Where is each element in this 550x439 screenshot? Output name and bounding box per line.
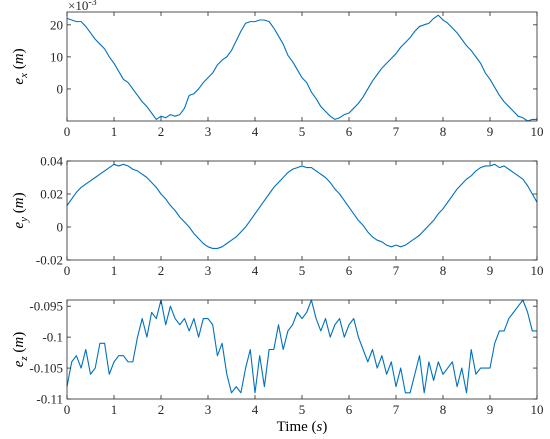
x-tick-label: 1 [111,402,118,417]
x-tick-label: 2 [158,124,165,139]
y-tick-label: 20 [50,17,63,32]
series-line-0-0 [66,14,537,122]
x-tick-label: 6 [346,124,353,139]
x-tick-label: 6 [346,263,353,278]
x-tick-label: 4 [252,402,259,417]
y-tick-label: 0.02 [40,187,63,202]
x-tick-label: 4 [252,263,259,278]
panel-ez: 0 1 2 3 4 5 6 7 8 9 10 -0.11 -0.105 -0.1 -0.095 ez (m) T… [11,299,544,435]
y-tick-label: 0 [57,220,64,235]
x-tick-label: 9 [487,124,494,139]
x-axis-label: Time (s) [277,419,328,435]
x-tick-label: 5 [299,124,306,139]
y-tick-label: -0.02 [36,253,63,268]
x-tick-label: 8 [440,402,447,417]
x-tick-label: 5 [299,263,306,278]
y-tick-label: -0.095 [29,299,63,314]
x-tick-label: 1 [111,124,118,139]
x-tick-label: 7 [393,124,400,139]
x-tick-label: 2 [158,263,165,278]
y-tick-label: -0.11 [36,392,63,407]
x-tick-label: 10 [531,124,544,139]
y-axis-label: ey (m) [11,192,30,228]
plot-frame [66,299,538,400]
x-tick-label: 7 [393,263,400,278]
plot-frame [66,11,538,122]
series-line-1-0 [66,163,538,249]
y-tick-label: 0.04 [40,154,63,169]
x-tick-label: 0 [64,402,71,417]
x-tick-label: 4 [252,124,259,139]
y-exponent: ×10-3 [68,0,97,13]
x-tick-label: 0 [64,263,71,278]
y-axis-label: ex (m) [11,48,30,84]
x-tick-label: 0 [64,124,71,139]
x-tick-label: 5 [299,402,306,417]
x-tick-label: 6 [346,402,353,417]
x-tick-label: 3 [205,263,212,278]
x-tick-label: 9 [487,402,494,417]
x-tick-label: 8 [440,124,447,139]
x-tick-label: 10 [531,263,544,278]
x-tick-label: 1 [111,263,118,278]
x-tick-label: 3 [205,402,212,417]
x-tick-label: 3 [205,124,212,139]
y-tick-label: 10 [50,49,63,64]
panel-ex: 0 1 2 3 4 5 6 7 8 9 10 0 10 20 ×10-3 ex (m) [11,0,544,139]
plot-frame [66,160,538,261]
series-line-2-0 [66,299,537,394]
x-tick-label: 9 [487,263,494,278]
x-tick-label: 8 [440,263,447,278]
x-tick-label: 7 [393,402,400,417]
y-tick-label: -0.105 [29,361,63,376]
y-axis-label: ez (m) [11,332,30,368]
y-tick-label: 0 [57,81,64,96]
y-tick-label: -0.1 [42,330,63,345]
x-tick-label: 2 [158,402,165,417]
x-tick-label: 10 [531,402,544,417]
